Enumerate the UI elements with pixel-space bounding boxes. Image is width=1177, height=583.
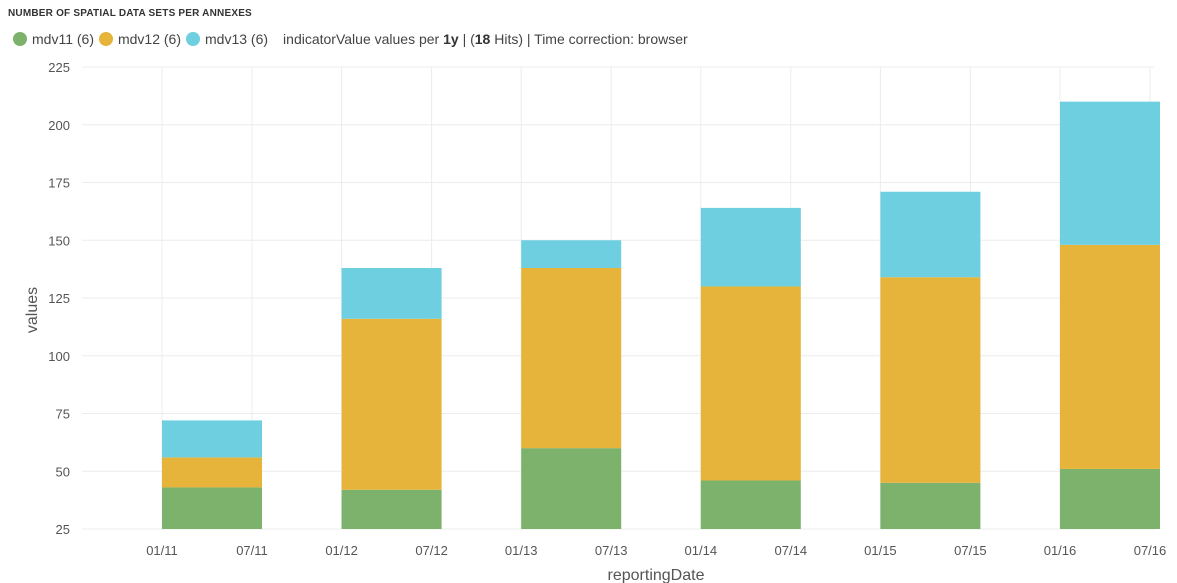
x-tick-label: 01/15 — [864, 543, 897, 558]
legend-item-mdv12[interactable]: mdv12 (6) — [98, 31, 182, 47]
bar-segment-mdv11-2016 — [1060, 468, 1160, 529]
legend-item-mdv13[interactable]: mdv13 (6) — [186, 31, 268, 47]
bar-segment-mdv11-2015 — [880, 482, 981, 529]
x-tick-label: 07/12 — [415, 543, 448, 558]
y-tick-label: 225 — [48, 60, 70, 75]
interval-value: 1y — [443, 31, 459, 47]
legend-swatch-mdv13 — [186, 32, 201, 46]
hits-count: 18 — [474, 31, 491, 47]
x-tick-label: 01/11 — [146, 543, 178, 558]
x-tick-label: 01/16 — [1044, 543, 1077, 558]
bar-segment-mdv12-2011 — [162, 457, 262, 488]
y-axis-title: values — [24, 287, 41, 333]
y-tick-label: 75 — [56, 407, 70, 422]
y-tick-label: 200 — [48, 118, 70, 133]
bar-segment-mdv13-2014 — [700, 207, 801, 287]
bar-segment-mdv11-2012 — [341, 489, 442, 529]
bar-segment-mdv11-2011 — [162, 487, 262, 529]
bar-segment-mdv13-2012 — [341, 267, 442, 319]
bar-segment-mdv12-2014 — [700, 286, 801, 481]
legend-label-mdv11: mdv11 (6) — [32, 31, 94, 47]
x-tick-label: 07/14 — [775, 543, 808, 558]
x-tick-label: 07/15 — [954, 543, 987, 558]
x-tick-label: 01/14 — [685, 543, 718, 558]
legend-info-text: indicatorValue values per 1y | (18 Hits)… — [283, 31, 688, 47]
y-tick-label: 25 — [56, 522, 70, 537]
bar-segment-mdv13-2013 — [521, 240, 622, 268]
bar-segment-mdv11-2013 — [521, 448, 622, 529]
bar-segment-mdv12-2015 — [880, 277, 981, 483]
y-tick-label: 125 — [48, 291, 70, 306]
bar-segment-mdv13-2011 — [162, 420, 262, 458]
chart-title: NUMBER OF SPATIAL DATA SETS PER ANNEXES — [8, 8, 252, 19]
y-tick-label: 100 — [48, 349, 70, 364]
bar-segment-mdv12-2012 — [341, 318, 442, 490]
legend-label-mdv13: mdv13 (6) — [205, 31, 269, 47]
x-tick-label: 01/13 — [505, 543, 538, 558]
x-tick-label: 01/12 — [325, 543, 358, 558]
x-tick-label: 07/13 — [595, 543, 628, 558]
y-tick-label: 175 — [48, 176, 70, 191]
bar-segment-mdv13-2015 — [880, 191, 981, 278]
bar-segment-mdv12-2016 — [1060, 244, 1160, 469]
legend: mdv11 (6) mdv12 (6) mdv13 (6) indicatorV… — [13, 31, 688, 47]
legend-item-mdv11[interactable]: mdv11 (6) — [13, 31, 94, 47]
legend-swatch-mdv12 — [98, 32, 113, 46]
y-tick-label: 150 — [48, 233, 70, 248]
y-tick-label: 50 — [56, 464, 70, 479]
legend-label-mdv12: mdv12 (6) — [117, 31, 182, 47]
bar-segment-mdv12-2013 — [521, 267, 622, 449]
x-tick-label: 07/11 — [236, 543, 268, 558]
legend-swatch-mdv11 — [13, 32, 27, 46]
x-tick-label: 07/16 — [1134, 543, 1167, 558]
x-axis-title: reportingDate — [608, 567, 705, 583]
bar-segment-mdv13-2016 — [1060, 101, 1160, 245]
bar-segment-mdv11-2014 — [700, 480, 801, 529]
